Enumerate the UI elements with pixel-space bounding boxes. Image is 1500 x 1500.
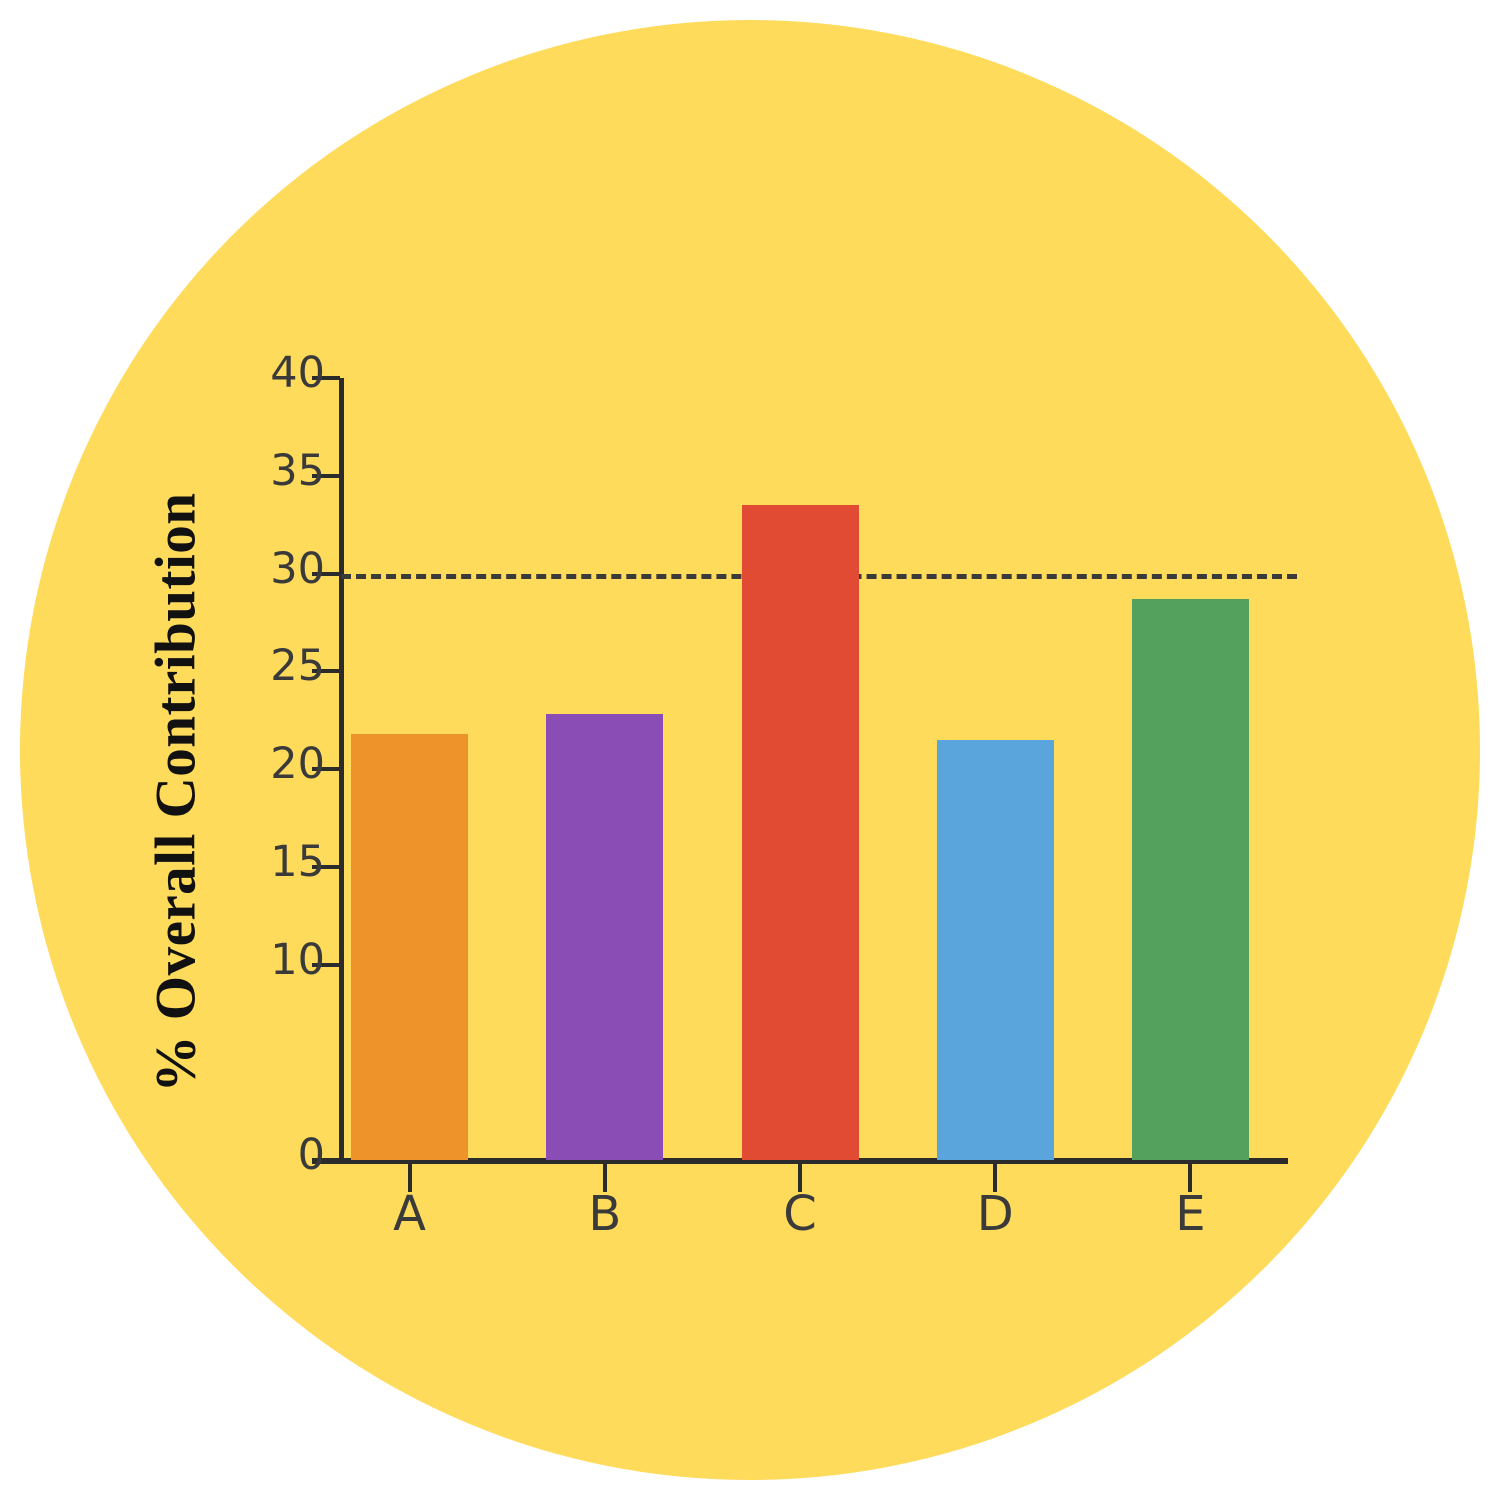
y-tick-mark-40 xyxy=(312,376,340,380)
y-tick-label-40: 40 xyxy=(270,348,325,398)
x-tick-mark-C xyxy=(798,1164,802,1192)
y-axis-spine xyxy=(339,378,344,1162)
bar-A[interactable] xyxy=(351,733,469,1160)
x-tick-label-D: D xyxy=(976,1186,1014,1242)
y-axis-label: % Overall Contribution xyxy=(144,492,208,1093)
x-tick-label-E: E xyxy=(1175,1186,1206,1242)
y-tick-mark-25 xyxy=(312,669,340,674)
x-tick-mark-E xyxy=(1188,1164,1193,1192)
y-tick-mark-35 xyxy=(312,473,340,478)
y-tick-mark-20 xyxy=(312,767,340,771)
y-tick-label-10: 10 xyxy=(270,934,325,985)
y-tick-label-15: 15 xyxy=(270,836,325,887)
bar-C[interactable] xyxy=(741,505,859,1160)
x-tick-label-B: B xyxy=(588,1186,622,1242)
y-tick-label-20: 20 xyxy=(270,739,325,789)
x-tick-label-C: C xyxy=(783,1186,817,1242)
bar-D[interactable] xyxy=(936,739,1054,1160)
x-tick-mark-A xyxy=(407,1164,412,1192)
y-tick-mark-0 xyxy=(312,1158,340,1162)
y-tick-label-35: 35 xyxy=(270,445,325,496)
y-tick-label-25: 25 xyxy=(270,641,325,692)
y-tick-label-0: 0 xyxy=(297,1130,325,1180)
x-tick-mark-D xyxy=(993,1164,998,1192)
y-tick-mark-30 xyxy=(312,571,340,576)
bar-E[interactable] xyxy=(1131,598,1249,1160)
y-tick-label-30: 30 xyxy=(270,543,325,594)
x-tick-mark-B xyxy=(602,1164,607,1192)
x-axis-spine xyxy=(312,1158,1288,1164)
x-tick-label-A: A xyxy=(393,1186,427,1242)
bar-B[interactable] xyxy=(546,714,664,1160)
y-tick-mark-10 xyxy=(312,962,340,967)
y-tick-mark-15 xyxy=(312,864,340,869)
